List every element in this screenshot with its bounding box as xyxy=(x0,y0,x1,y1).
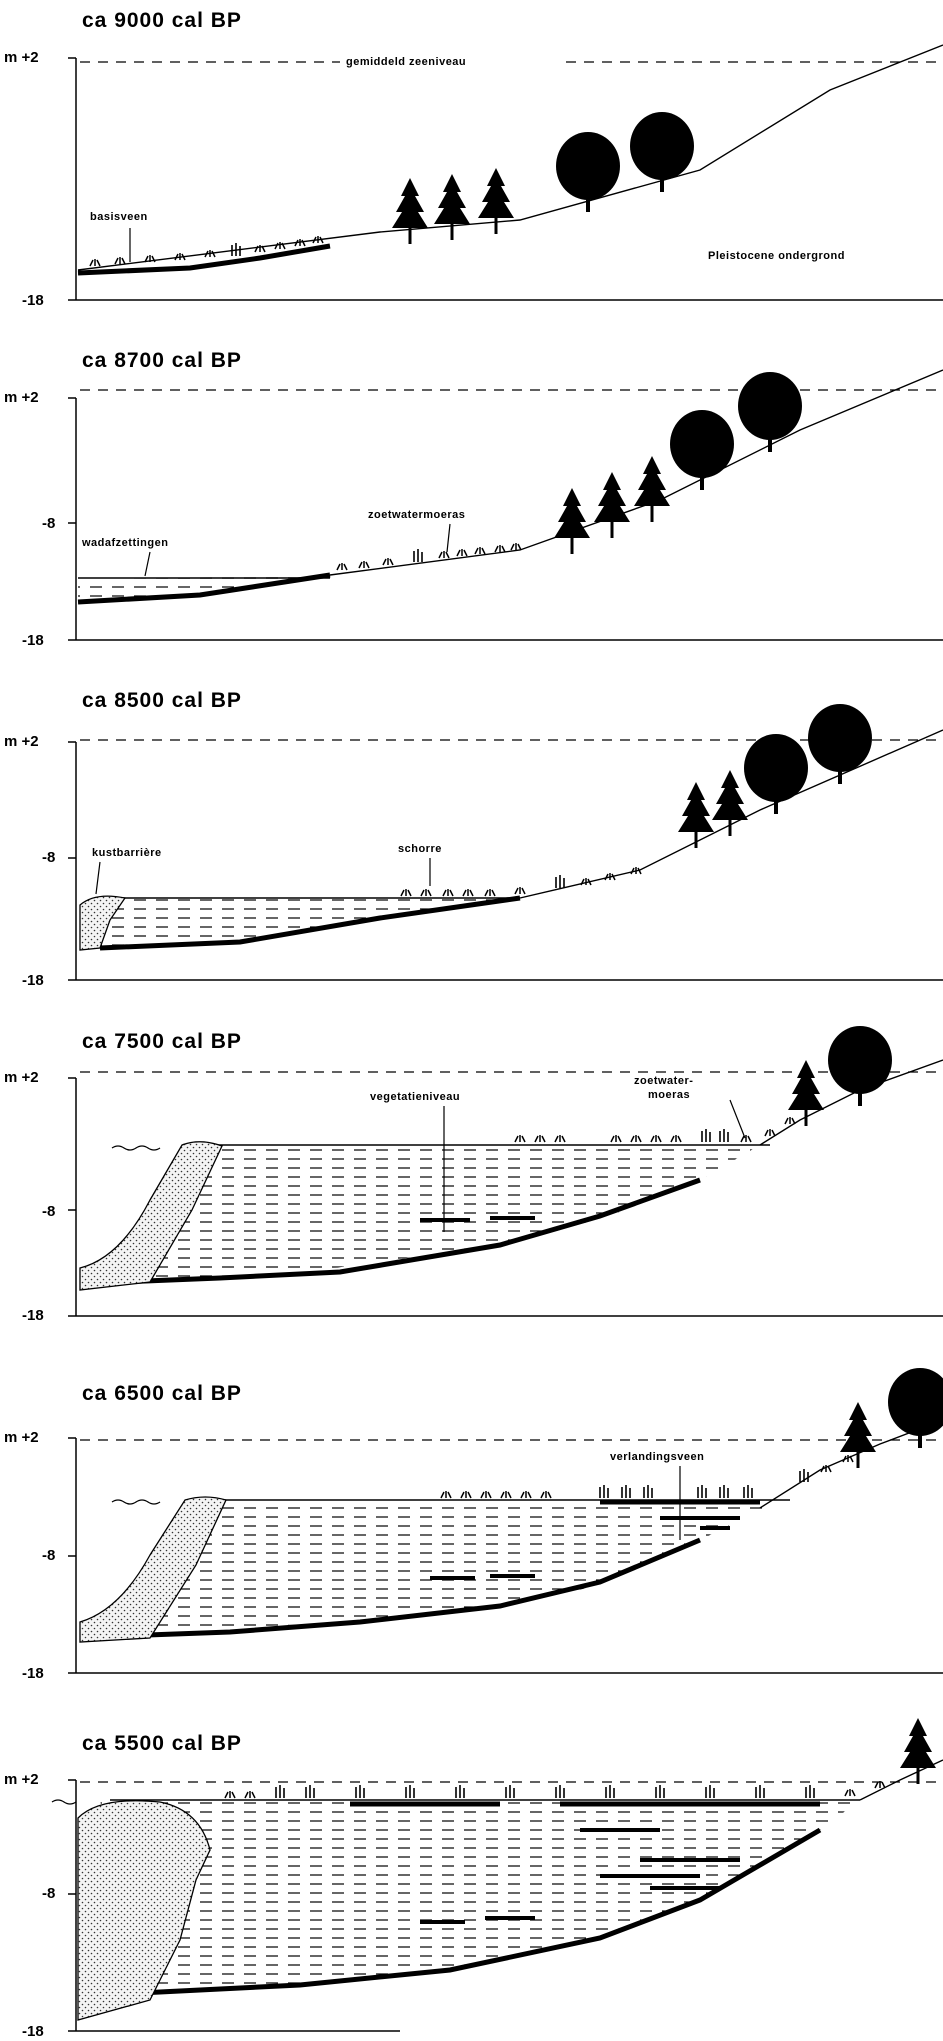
axis-label-top: m +2 xyxy=(4,1429,39,1446)
tree-icons xyxy=(678,704,872,848)
axis-label-mid: -8 xyxy=(42,1203,55,1220)
axis-label-bottom: -18 xyxy=(22,2023,44,2040)
zoetwatermoeras-label: zoetwatermoeras xyxy=(368,509,465,521)
basal-peat xyxy=(77,243,331,276)
axis-label-top: m +2 xyxy=(4,1069,39,1086)
kustbarriere-label: kustbarrière xyxy=(92,847,162,859)
panel-title: ca 8500 cal BP xyxy=(82,689,242,712)
panel-5500: ca 5500 cal BP m +2 -8 -18 xyxy=(0,1700,943,2040)
tree-icons xyxy=(392,112,694,244)
coastal-barrier xyxy=(79,1496,227,1643)
axis-label-bottom: -18 xyxy=(22,632,44,649)
axis-label-bottom: -18 xyxy=(22,292,44,309)
panel-title: ca 7500 cal BP xyxy=(82,1030,242,1053)
axis-label-bottom: -18 xyxy=(22,1665,44,1682)
schorre-label: schorre xyxy=(398,843,442,855)
pleistocene-label: Pleistocene ondergrond xyxy=(708,250,845,262)
tree-icons xyxy=(788,1026,892,1126)
axis-label-mid: -8 xyxy=(42,1547,55,1564)
herb-icons xyxy=(514,1116,796,1143)
pleistocene-surface xyxy=(77,44,943,271)
axis-label-top: m +2 xyxy=(4,49,39,66)
panel-8500: ca 8500 cal BP m +2 -8 -18 kustbarrière … xyxy=(0,680,943,1020)
panel-title: ca 8700 cal BP xyxy=(82,349,242,372)
coastal-barrier xyxy=(77,1800,211,2021)
panel-9000: ca 9000 cal BP m +2 -18 gemiddeld zeeniv… xyxy=(0,0,943,340)
axis-label-mid: -8 xyxy=(42,1885,55,1902)
coastal-barrier xyxy=(79,1141,223,1291)
vegetatieniveau-label: vegetatieniveau xyxy=(370,1091,460,1103)
verlandingsveen-label: verlandingsveen xyxy=(610,1451,704,1463)
axis-label-mid: -8 xyxy=(42,849,55,866)
panel-title: ca 5500 cal BP xyxy=(82,1732,242,1755)
basisveen-label: basisveen xyxy=(90,211,148,223)
tree-icons xyxy=(554,372,802,554)
panel-title: ca 6500 cal BP xyxy=(82,1382,242,1405)
panel-title: ca 9000 cal BP xyxy=(82,9,242,32)
zoetwater-label-2: moeras xyxy=(648,1089,690,1101)
coastal-barrier xyxy=(79,895,127,951)
sea-level-label: gemiddeld zeeniveau xyxy=(346,56,466,68)
panel-8700: ca 8700 cal BP m +2 -8 -18 wadafzettinge… xyxy=(0,340,943,680)
axis-label-top: m +2 xyxy=(4,1771,39,1788)
wad-label: wadafzettingen xyxy=(81,537,168,549)
panel-7500: ca 7500 cal BP m +2 -8 -18 vegetatienive… xyxy=(0,1020,943,1360)
axis-label-top: m +2 xyxy=(4,389,39,406)
herb-icons xyxy=(224,1780,886,1799)
herb-icons xyxy=(400,866,642,897)
tree-icons xyxy=(840,1368,943,1468)
axis-label-mid: -8 xyxy=(42,515,55,532)
basal-peat xyxy=(77,572,331,605)
herb-icons xyxy=(336,542,522,571)
axis-label-top: m +2 xyxy=(4,733,39,750)
zoetwater-label-1: zoetwater- xyxy=(634,1075,693,1087)
tree-icons xyxy=(900,1718,936,1784)
panel-6500: ca 6500 cal BP m +2 -8 -18 verlandingsve… xyxy=(0,1360,943,1700)
axis-label-bottom: -18 xyxy=(22,972,44,989)
axis-label-bottom: -18 xyxy=(22,1307,44,1324)
